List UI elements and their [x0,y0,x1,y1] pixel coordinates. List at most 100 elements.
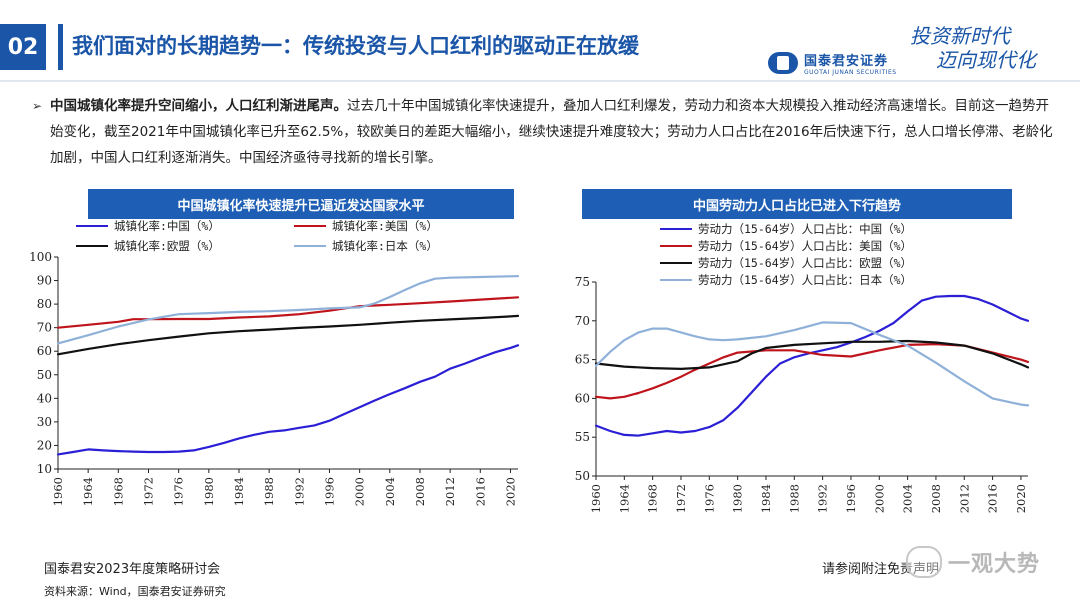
legend-swatch [76,225,108,227]
chart2-x-tick-label: 2004 [901,484,915,513]
chart2-x-tick-label: 1984 [759,484,773,513]
chart2-x-tick-label: 2012 [957,484,971,513]
chart2-y-tick-label: 75 [575,275,590,289]
chart1-legend-item: 城镇化率:美国（%） [294,216,438,236]
slogan: 投资新时代 迈向现代化 [910,24,1050,72]
chart1-legend-label-japan: 城镇化率:日本（%） [332,239,438,253]
footer-event: 国泰君安2023年度策略研讨会 [44,562,221,577]
chart1-y-tick-label: 70 [37,321,52,335]
chart1-x-tick-label: 2008 [413,477,427,506]
chart1-x-tick-label: 1972 [141,477,155,506]
chart2-legend-label-china: 劳动力（15-64岁）人口占比：中国（%） [698,221,913,236]
chart1-x-tick-label: 1996 [322,477,336,506]
chart2-legend-label-japan: 劳动力（15-64岁）人口占比：日本（%） [698,272,913,287]
chart2-x-tick-label: 2008 [929,484,943,513]
chart2-y-tick-label: 50 [575,469,590,483]
chart2-x-tick-label: 1968 [646,484,660,513]
chart2-x-tick-label: 1996 [844,484,858,513]
chart1-x-tick-label: 1988 [262,477,276,506]
chart2-legend-label-us: 劳动力（15-64岁）人口占比：美国（%） [698,238,913,253]
chart2-series-line-1 [594,342,1030,400]
chart1-x-tick-label: 2020 [503,477,517,506]
watermark: 一观大势 [906,546,1040,578]
chart1-x-tick-label: 1960 [51,477,65,506]
chart1-x-tick-label: 1980 [202,477,216,506]
chart2-series-line-3 [594,321,1030,407]
chart1-series-line-3 [56,275,520,345]
chart1-y-tick-label: 40 [37,391,52,405]
footer-source: 资料来源：Wind，国泰君安证券研究 [44,585,226,598]
chart2-legend-label-eu: 劳动力（15-64岁）人口占比：欧盟（%） [698,255,913,270]
chart2-x-tick-label: 2016 [986,484,1000,513]
chart2-x-tick-label: 1980 [731,484,745,513]
legend-swatch [660,261,692,264]
chart1-series-line-1 [56,296,520,329]
chart2-y-tick-label: 65 [575,353,590,367]
chart1-y-tick-label: 60 [37,344,52,358]
chart2-series-line-2 [594,339,1030,371]
chart2-x-tick-label: 2020 [1014,484,1028,513]
chart1-y-tick-label: 90 [37,274,52,288]
chart1-y-tick-label: 100 [29,250,52,264]
chart2-legend: 劳动力（15-64岁）人口占比：中国（%） 劳动力（15-64岁）人口占比：美国… [660,220,912,288]
chart1-legend-item: 城镇化率:日本（%） [294,236,438,256]
chart2-x-tick-label: 1972 [674,484,688,513]
slogan-line-1: 投资新时代 [910,24,1010,48]
header-bar: 02 我们面对的长期趋势一：传统投资与人口红利的驱动正在放缓 国泰君安证券 GU… [0,0,1080,80]
bullet-arrow-icon: ➢ [32,99,43,113]
chart2-y-tick-label: 55 [575,430,590,444]
brand-name-cn: 国泰君安证券 [804,54,889,69]
brand-name-en: GUOTAI JUNAN SECURITIES [804,69,897,76]
chart1-series-line-0 [56,344,520,456]
chart2-x-tick-label: 1988 [787,484,801,513]
legend-swatch [294,245,326,247]
chart1-x-tick-label: 1984 [232,477,246,506]
slogan-line-2: 迈向现代化 [936,48,1036,72]
page-number: 02 [0,24,46,70]
title-accent-bar [58,24,63,70]
chart1-x-tick-label: 2016 [473,477,487,506]
summary-bullet: ➢ 中国城镇化率提升空间缩小，人口红利渐进尾声。过去几十年中国城镇化率快速提升，… [32,93,1062,171]
legend-swatch [660,278,692,281]
chart1-legend-label-us: 城镇化率:美国（%） [332,219,438,233]
chart2-x-tick-label: 1960 [589,484,603,513]
chart1-urbanization: 10 20 30 40 50 60 70 80 90 100 1960 1964 1968 1972 197… [29,250,520,506]
chart2-y-tick-label: 60 [575,391,590,405]
chart1-legend-label-china: 城镇化率:中国（%） [114,219,220,233]
chart1-y-tick-label: 30 [37,415,52,429]
brand-logo-icon [768,52,798,74]
chart2-x-tick-label: 1976 [702,484,716,513]
chart2-y-tick-label: 70 [575,314,590,328]
legend-swatch [294,225,326,227]
bullet-body-text: 过去几十年中国城镇化率快速提升，叠加人口红利爆发，劳动力和资本大规模投入推动经济… [50,98,1053,166]
legend-swatch [76,245,108,247]
chart2-series-line-0 [594,294,1030,437]
chart1-y-tick-label: 50 [37,368,52,382]
chart1-y-tick-label: 10 [37,462,52,476]
legend-swatch [660,227,692,230]
chart1-legend: 城镇化率:中国（%） 城镇化率:美国（%） 城镇化率:欧盟（%） 城镇化率:日本… [76,216,438,256]
chart2-legend-item: 劳动力（15-64岁）人口占比：美国（%） [660,237,912,254]
chart1-series-line-2 [56,314,520,356]
chart2-title: 中国劳动力人口占比已进入下行趋势 [582,189,1012,219]
watermark-text: 一观大势 [948,552,1041,577]
chart1-x-tick-label: 1964 [81,477,95,506]
bullet-bold-text: 中国城镇化率提升空间缩小，人口红利渐进尾声。 [50,98,347,114]
chart2-x-tick-label: 1964 [617,484,631,513]
chart1-legend-label-eu: 城镇化率:欧盟（%） [114,239,220,253]
chart2-x-tick-label: 1992 [816,484,830,513]
chart1-x-tick-label: 2000 [353,477,367,506]
header-divider [0,80,1080,82]
legend-swatch [660,244,692,247]
chart1-x-tick-label: 2012 [443,477,457,506]
brand-logo: 国泰君安证券 GUOTAI JUNAN SECURITIES [768,50,897,76]
chart2-x-tick-label: 2000 [872,484,886,513]
chart1-y-tick-label: 80 [37,297,52,311]
chart1-title: 中国城镇化率快速提升已逼近发达国家水平 [88,189,514,219]
chart2-labor-share: 50 55 60 65 70 75 1960 1964 1968 1972 1976 1980 1984… [575,275,1030,513]
chart1-x-tick-label: 2004 [383,477,397,506]
chart1-x-tick-label: 1976 [172,477,186,506]
chart2-legend-item: 劳动力（15-64岁）人口占比：欧盟（%） [660,254,912,271]
chart1-x-tick-label: 1968 [111,477,125,506]
chart1-legend-item: 城镇化率:欧盟（%） [76,236,294,256]
